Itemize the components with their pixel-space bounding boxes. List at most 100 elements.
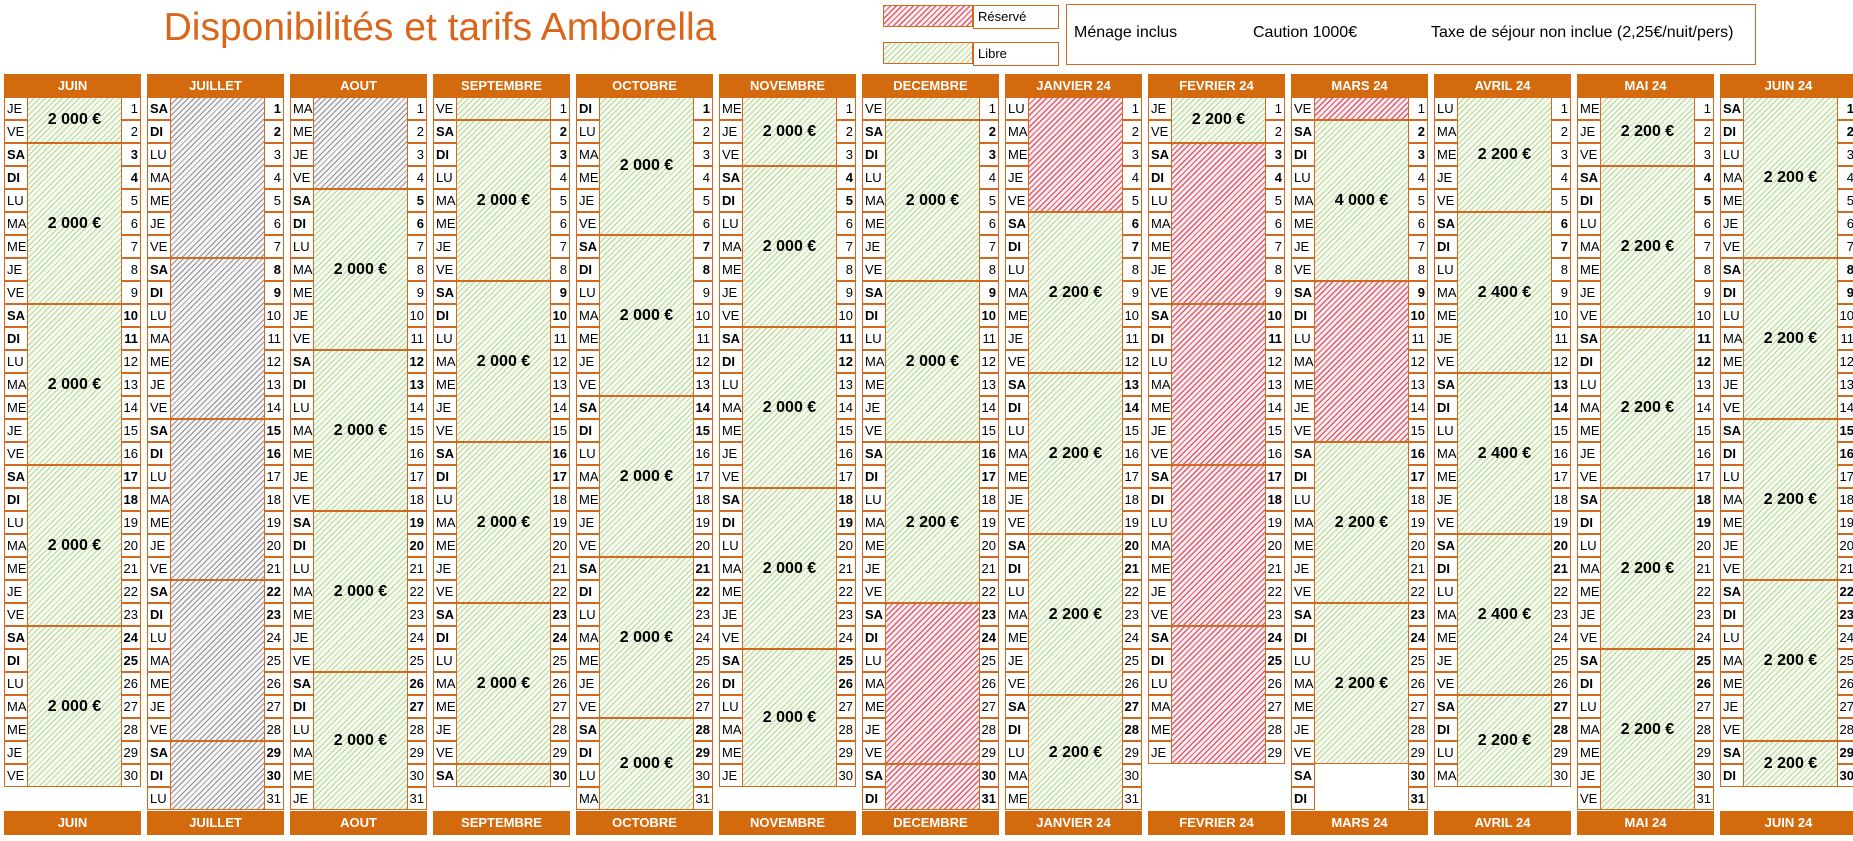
day-number-cell: 9 — [979, 281, 999, 304]
booking-block-free[interactable]: 2 200 € — [1601, 166, 1694, 327]
day-of-week-cell: SA — [147, 258, 171, 281]
booking-block-free[interactable]: 2 000 € — [600, 235, 693, 396]
day-number-cell: 26 — [1837, 672, 1853, 695]
day-of-week-cell: LU — [1720, 143, 1744, 166]
booking-block-free[interactable]: 2 200 € — [1744, 580, 1837, 741]
booking-block-past[interactable] — [171, 419, 264, 580]
booking-block-past[interactable] — [171, 258, 264, 419]
booking-block-free[interactable]: 2 200 € — [1029, 373, 1122, 534]
booking-block-past[interactable] — [171, 97, 264, 258]
booking-block-free[interactable]: 2 000 € — [314, 350, 407, 511]
day-of-week-cell: DI — [1148, 488, 1172, 511]
day-of-week-cell: MA — [290, 419, 314, 442]
day-of-week-cell: LU — [1291, 327, 1315, 350]
day-number-cell: 12 — [121, 350, 141, 373]
day-of-week-cell: DI — [1720, 603, 1744, 626]
booking-block-reserved[interactable] — [886, 603, 979, 764]
day-of-week-cell: VE — [1148, 120, 1172, 143]
booking-block-free[interactable]: 2 000 € — [28, 97, 121, 143]
booking-block-free[interactable]: 2 000 € — [314, 672, 407, 810]
day-number-cell: 17 — [836, 465, 856, 488]
day-of-week-cell: LU — [4, 672, 28, 695]
day-number-cell: 25 — [979, 649, 999, 672]
booking-block-reserved[interactable] — [1172, 143, 1265, 304]
day-of-week-cell: ME — [719, 580, 743, 603]
day-of-week-cell: MA — [1291, 511, 1315, 534]
booking-block-free[interactable]: 2 200 € — [1601, 488, 1694, 649]
day-number-cell: 2 — [979, 120, 999, 143]
booking-block-reserved[interactable] — [1315, 281, 1408, 442]
booking-block-free[interactable]: 2 000 € — [314, 189, 407, 350]
booking-block-free[interactable]: 2 000 € — [28, 304, 121, 465]
booking-block-free[interactable]: 2 000 € — [743, 327, 836, 488]
booking-block-free[interactable]: 2 000 € — [743, 166, 836, 327]
day-of-week-cell: SA — [433, 120, 457, 143]
booking-block-free[interactable]: 2 000 € — [743, 649, 836, 787]
day-of-week-cell: DI — [147, 120, 171, 143]
day-number-cell: 10 — [264, 304, 284, 327]
day-of-week-cell: JE — [290, 626, 314, 649]
booking-block-free[interactable]: 2 000 € — [600, 97, 693, 235]
booking-block-free[interactable]: 2 200 € — [1458, 695, 1551, 787]
booking-block-free[interactable]: 2 200 € — [1744, 419, 1837, 580]
day-of-week-cell: ME — [290, 603, 314, 626]
booking-block-free[interactable]: 2 200 € — [1315, 603, 1408, 764]
booking-block-reserved[interactable] — [1029, 97, 1122, 212]
booking-block-reserved[interactable] — [1172, 465, 1265, 626]
booking-block-past[interactable] — [171, 580, 264, 741]
booking-block-free[interactable]: 2 200 € — [1744, 97, 1837, 258]
booking-block-reserved[interactable] — [886, 764, 979, 810]
booking-block-free[interactable]: 2 000 € — [457, 120, 550, 281]
day-number-cell: 20 — [1551, 534, 1571, 557]
booking-block-free[interactable]: 2 000 € — [743, 488, 836, 649]
booking-block-free[interactable]: 2 200 € — [1458, 97, 1551, 212]
booking-block-free[interactable]: 2 000 € — [457, 603, 550, 764]
booking-block-free[interactable] — [457, 764, 550, 787]
booking-block-free[interactable]: 2 000 € — [314, 511, 407, 672]
booking-block-free[interactable]: 2 200 € — [1029, 534, 1122, 695]
booking-block-reserved[interactable] — [1172, 304, 1265, 465]
booking-block-free[interactable]: 2 200 € — [1744, 741, 1837, 787]
month-header: AOUT — [290, 74, 427, 98]
booking-block-free[interactable] — [457, 97, 550, 120]
booking-block-free[interactable]: 2 000 € — [600, 557, 693, 718]
booking-block-free[interactable]: 2 000 € — [28, 143, 121, 304]
day-of-week-cell: MA — [719, 718, 743, 741]
booking-block-free[interactable]: 2 000 € — [886, 120, 979, 281]
day-number-cell: 8 — [1694, 258, 1714, 281]
booking-block-free[interactable]: 4 000 € — [1315, 120, 1408, 281]
booking-block-free[interactable]: 2 200 € — [1601, 327, 1694, 488]
day-number-cell: 22 — [1551, 580, 1571, 603]
day-of-week-cell: JE — [1005, 649, 1029, 672]
day-of-week-cell: DI — [576, 419, 600, 442]
booking-block-free[interactable]: 2 400 € — [1458, 212, 1551, 373]
day-number-cell: 8 — [979, 258, 999, 281]
day-of-week-cell: SA — [1434, 373, 1458, 396]
booking-block-free[interactable]: 2 400 € — [1458, 373, 1551, 534]
booking-block-past[interactable] — [171, 741, 264, 810]
booking-block-free[interactable]: 2 400 € — [1458, 534, 1551, 695]
booking-block-free[interactable]: 2 000 € — [457, 442, 550, 603]
booking-block-reserved[interactable] — [1315, 97, 1408, 120]
booking-block-free[interactable] — [886, 97, 979, 120]
booking-block-free[interactable]: 2 000 € — [886, 281, 979, 442]
booking-block-free[interactable]: 2 200 € — [1744, 258, 1837, 419]
booking-block-free[interactable]: 2 200 € — [1172, 97, 1265, 143]
booking-block-past[interactable] — [314, 97, 407, 189]
booking-block-free[interactable]: 2 200 € — [1315, 442, 1408, 603]
booking-block-free[interactable]: 2 000 € — [743, 97, 836, 166]
day-of-week-cell: SA — [1291, 442, 1315, 465]
booking-block-free[interactable]: 2 000 € — [457, 281, 550, 442]
booking-block-free[interactable]: 2 200 € — [886, 442, 979, 603]
booking-block-free[interactable]: 2 000 € — [28, 465, 121, 626]
day-number-cell: 8 — [1551, 258, 1571, 281]
booking-block-free[interactable]: 2 200 € — [1029, 695, 1122, 810]
booking-block-free[interactable]: 2 000 € — [600, 718, 693, 810]
booking-block-free[interactable]: 2 000 € — [600, 396, 693, 557]
booking-block-reserved[interactable] — [1172, 626, 1265, 764]
day-of-week-cell: SA — [862, 120, 886, 143]
booking-block-free[interactable]: 2 200 € — [1601, 97, 1694, 166]
booking-block-free[interactable]: 2 200 € — [1029, 212, 1122, 373]
booking-block-free[interactable]: 2 000 € — [28, 626, 121, 787]
booking-block-free[interactable]: 2 200 € — [1601, 649, 1694, 810]
